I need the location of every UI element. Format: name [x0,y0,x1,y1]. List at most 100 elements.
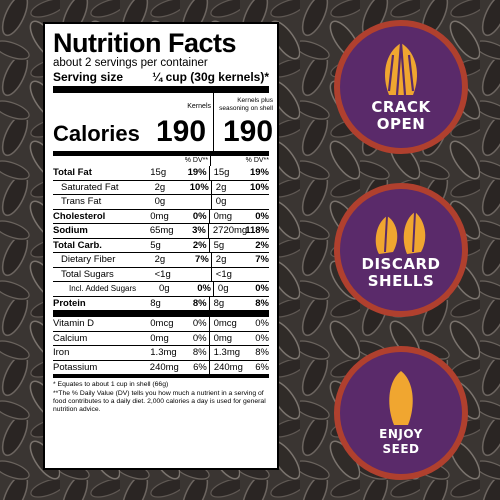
serving-size-label: Serving size [53,70,124,84]
step-2-line-1: DISCARD [361,255,441,273]
amount-kernels: 15g [150,167,167,178]
dv-seasoned: 10% [249,181,269,193]
vitamin-row: Potassium 240mg 6% 240mg 6% [53,359,269,374]
step-crack-open: CRACK OPEN [334,20,468,154]
calories-kernels: 190 [156,115,207,148]
amount-kernels: 5g [150,239,161,251]
dv-kernels: 0% [192,332,207,344]
nutrient-row: Cholesterol 0mg 0% 0mg 0% [53,208,269,223]
amount-kernels: 2g [154,254,166,265]
seed-shells-icon [375,211,426,254]
amount-seasoned: 0mcg [208,317,243,331]
dv-kernels: 3% [192,225,206,236]
amount-kernels: 240mg [149,361,179,373]
amount-kernels: 0mg [150,332,169,344]
nutrient-row: Dietary Fiber 2g 7% 2g 7% [53,252,269,267]
step-3-line-2: SEED [382,442,420,456]
column-header-kernels: Kernels [187,103,211,110]
step-1-line-1: CRACK [371,98,431,116]
footnote-serving: * Equates to about 1 cup in shell (66g) [53,381,169,388]
nutrient-name: Dietary Fiber [61,254,116,265]
amount-seasoned: 240mg [208,360,243,374]
dv-header-kernels: % DV** [184,157,209,164]
nutrient-row: Total Fat 15g 19% 15g 19% [53,166,269,180]
dv-seasoned [244,195,269,209]
amount-seasoned: 8g [208,296,243,310]
nutrition-facts-title: Nutrition Facts [53,28,237,58]
amount-kernels: <1g [154,268,171,280]
dv-kernels [182,268,211,282]
amount-seasoned: <1g [210,267,244,281]
dv-kernels: 10% [189,181,209,193]
vitamin-row: Vitamin D 0mcg 0% 0mcg 0% [53,317,269,331]
vitamin-row: Iron 1.3mg 8% 1.3mg 8% [53,345,269,360]
nutrient-name: Trans Fat [61,196,102,207]
amount-kernels: 8g [150,297,161,309]
nutrient-row: Total Carb. 5g 2% 5g 2% [53,237,269,252]
cracked-seed-icon [385,42,417,96]
dv-seasoned: 8% [255,297,269,309]
nutrient-name: Total Carb. [53,239,102,251]
amount-seasoned: 1.3mg [208,346,243,360]
servings-per-container: about 2 servings per container [53,57,208,69]
amount-kernels: 0g [158,283,170,294]
calories-seasoned: 190 [223,115,274,148]
dv-seasoned: 0% [255,318,269,329]
amount-seasoned: 0g [210,195,244,209]
dv-kernels: 0% [197,283,211,294]
step-1-line-2: OPEN [376,115,426,133]
amount-kernels: 0mcg [150,318,174,329]
dv-seasoned: 0% [255,210,269,222]
nutrient-name: Incl. Added Sugars [69,284,137,293]
amount-kernels: 0g [154,196,166,207]
nutrition-facts-panel: Nutrition Facts about 2 servings per con… [43,22,279,470]
serving-size-row: Serving size ¼ cup (30g kernels)* [53,70,269,84]
amount-seasoned: 2g [210,180,244,194]
dv-kernels: 7% [195,254,209,265]
dv-kernels: 8% [192,297,207,309]
amount-seasoned: 0mg [208,209,243,223]
nutrient-name: Sodium [53,225,88,236]
nutrient-name: Cholesterol [53,210,106,222]
step-discard-shells: DISCARD SHELLS [334,183,468,317]
step-enjoy-seed: ENJOY SEED [334,346,468,480]
column-header-seasoned: Kernels plus seasoning on shell [219,97,273,112]
dv-seasoned: 7% [255,254,269,265]
nutrient-row: Total Sugars <1g <1g [53,266,269,282]
nutrient-row: Saturated Fat 2g 10% 2g 10% [53,179,269,194]
step-3-line-1: ENJOY [379,427,423,441]
dv-kernels: 0% [192,210,207,222]
vitamin-table: Vitamin D 0mcg 0% 0mcg 0% Calcium 0mg 0% 0mg 0% Ir… [53,317,269,374]
dv-seasoned [244,268,269,282]
amount-seasoned: 5g [208,238,243,252]
vitamin-row: Calcium 0mg 0% 0mg 0% [53,330,269,345]
dv-header-seasoned: % DV** [210,156,269,166]
nutrient-row: Trans Fat 0g 0g [53,194,269,209]
amount-kernels: 65mg [149,225,174,236]
dv-seasoned: 6% [255,361,269,373]
calories-label: Calories [53,121,140,146]
dv-kernels: 6% [193,361,207,373]
dv-kernels: 0% [192,318,207,329]
dv-seasoned: 0% [255,283,269,294]
nutrient-name: Vitamin D [53,318,95,329]
dv-header-row: % DV** % DV** [53,155,269,166]
amount-kernels: 1.3mg [150,347,177,358]
nutrient-name: Total Sugars [61,268,114,280]
dv-seasoned: 118% [245,225,269,236]
amount-seasoned: 2720mg [207,224,247,238]
dv-kernels: 8% [192,347,207,358]
dv-kernels: 19% [187,167,207,178]
seed-kernel-icon [389,371,413,425]
dv-seasoned: 2% [255,239,269,251]
nutrient-name: Potassium [53,361,98,373]
amount-seasoned: 2g [210,253,244,267]
nutrient-name: Protein [53,297,86,309]
amount-seasoned: 15g [208,166,243,180]
amount-kernels: 0mg [150,210,169,222]
amount-seasoned: 0g [212,282,245,296]
dv-seasoned: 0% [255,332,269,344]
amount-kernels: 2g [154,181,166,193]
nutrient-name: Iron [53,347,70,358]
nutrient-row: Incl. Added Sugars 0g 0% 0g 0% [53,281,269,296]
